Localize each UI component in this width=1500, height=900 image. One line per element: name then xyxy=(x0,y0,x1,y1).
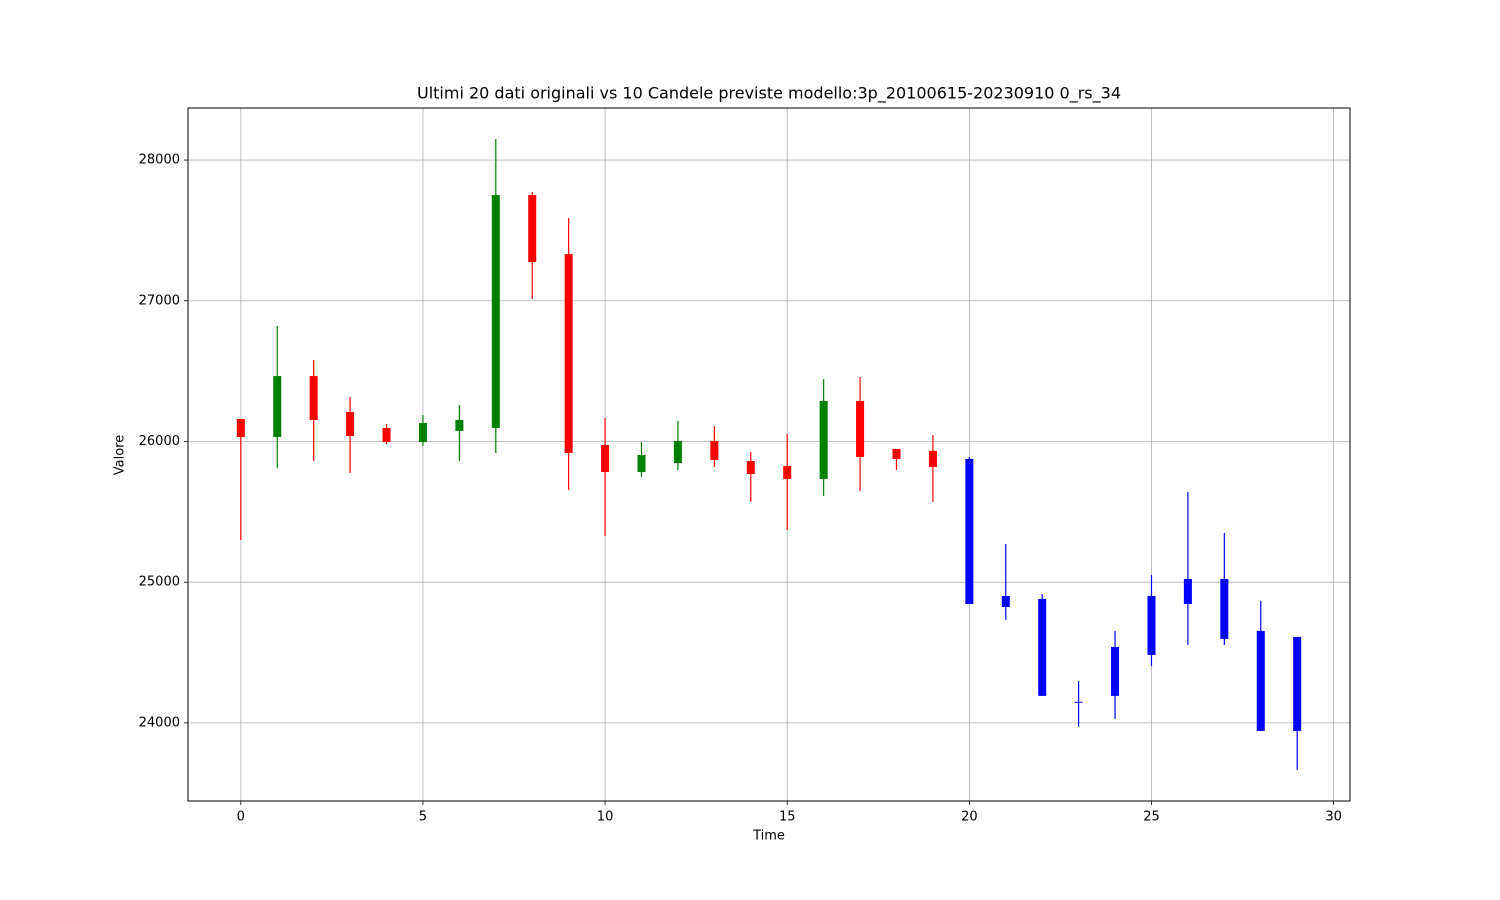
candle-body xyxy=(673,440,682,464)
x-tick-label: 30 xyxy=(1325,810,1342,825)
candle-body xyxy=(965,458,974,605)
candle-body xyxy=(928,450,937,467)
candle-body xyxy=(236,418,245,437)
candle-body xyxy=(528,195,537,263)
candle-body xyxy=(309,376,318,420)
candle-body xyxy=(455,419,464,431)
candle-body xyxy=(783,465,792,479)
candle-body xyxy=(856,400,865,457)
y-axis-label: Valore xyxy=(113,435,128,475)
candle-body xyxy=(1147,595,1156,655)
candle-body xyxy=(1001,595,1010,607)
candle-body xyxy=(1220,578,1229,639)
candle-body xyxy=(491,195,500,428)
y-tick-label: 24000 xyxy=(139,715,180,730)
x-tick-label: 5 xyxy=(419,810,427,825)
candle-body xyxy=(601,445,610,473)
chart-title: Ultimi 20 dati originali vs 10 Candele p… xyxy=(417,84,1121,104)
candle-body xyxy=(746,461,755,474)
y-tick-label: 26000 xyxy=(139,434,180,449)
candle-body xyxy=(418,423,427,443)
candle-body xyxy=(1111,646,1120,696)
candle-body xyxy=(564,254,573,454)
x-tick-label: 25 xyxy=(1143,810,1160,825)
candle-body xyxy=(1256,630,1265,731)
candle-body xyxy=(637,454,646,473)
candle-body xyxy=(819,400,828,479)
x-axis-label: Time xyxy=(752,829,785,844)
candle-body xyxy=(1038,598,1047,696)
candle-body xyxy=(1183,578,1192,605)
x-tick-label: 20 xyxy=(961,810,978,825)
y-tick-label: 25000 xyxy=(139,575,180,590)
y-tick-label: 27000 xyxy=(139,293,180,308)
x-tick-label: 0 xyxy=(237,810,245,825)
candle-body xyxy=(1074,701,1083,703)
x-tick-label: 15 xyxy=(779,810,796,825)
candle-body xyxy=(273,376,282,437)
candle-body xyxy=(710,440,719,460)
candle-body xyxy=(382,427,391,443)
candle-body xyxy=(346,411,355,436)
candle-body xyxy=(1293,636,1302,731)
plot-frame xyxy=(187,107,1351,802)
y-tick-label: 28000 xyxy=(139,153,180,168)
x-tick-label: 10 xyxy=(597,810,614,825)
candle-body xyxy=(892,448,901,459)
